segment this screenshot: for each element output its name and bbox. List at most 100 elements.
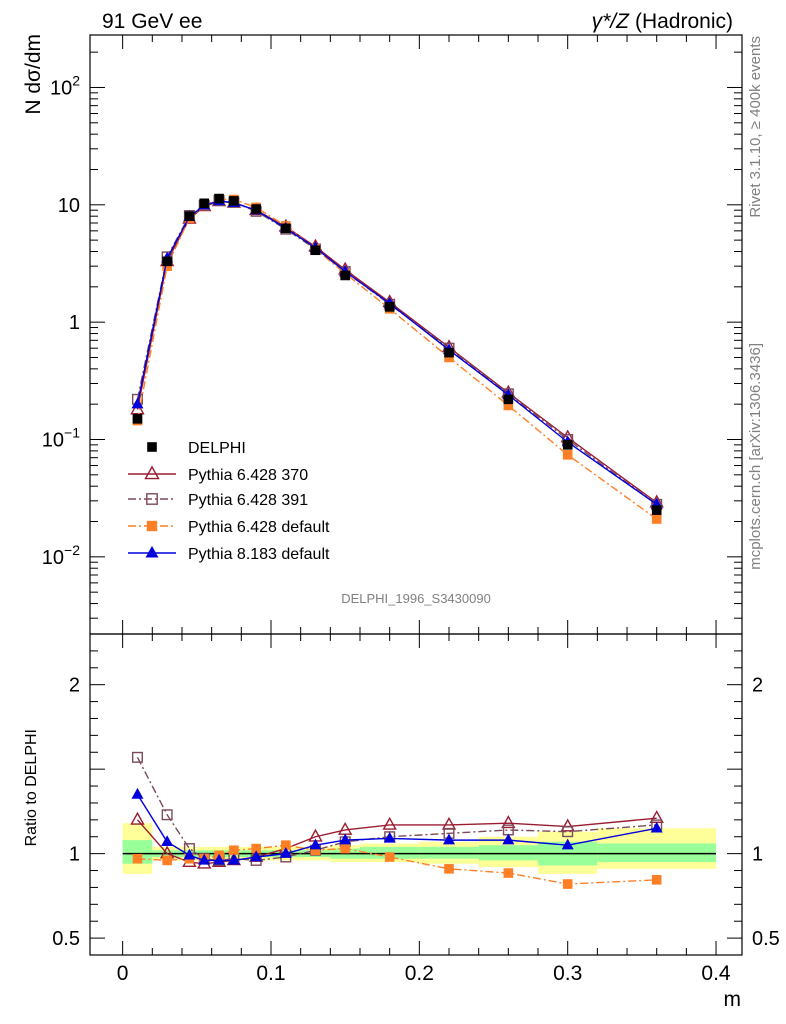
series-line [136,200,658,504]
uncertainty-band-inner [478,845,539,861]
main-frame [89,34,743,635]
ratio-y-tick-label: 0.5 [52,928,80,950]
ratio-point [198,853,211,865]
ratio-point [340,843,350,854]
ratio-point [183,848,196,860]
ratio-y-tick-label-right: 0.5 [752,928,780,950]
legend-marker [146,493,158,505]
ratio-point [443,833,456,845]
ratio-point [250,850,263,862]
x-axis-label: m [724,988,742,1011]
data-point [184,211,195,221]
ratio-point [130,811,145,825]
ratio-point [383,831,396,843]
legend-label: Pythia 6.428 370 [188,467,308,484]
ratio-y-axis-label: Ratio to DELPHI [23,729,40,846]
x-tick-label: 0.4 [701,962,731,985]
ratio-point [227,853,240,865]
data-point [132,414,143,424]
ratio-point [131,751,143,763]
ratio-point [562,879,573,889]
data-point [444,352,454,363]
ratio-point [132,853,143,864]
data-point [229,196,239,206]
data-point [384,302,395,312]
series-line [136,200,658,505]
ratio-point [309,838,322,850]
ratio-point [562,826,574,838]
y-tick-label: 102 [50,72,80,99]
ratio-frame [89,633,743,956]
legend-marker [144,465,160,480]
data-point [503,394,514,405]
uncertainty-band-inner [122,840,153,864]
header-right-text: (Hadronic) [635,10,733,33]
y-tick-label: 10−1 [42,424,80,451]
legend-marker [146,520,158,532]
side-text-bottom: mcplots.cern.ch [arXiv:1306.3436] [747,343,764,570]
header-right: γ*/Z (Hadronic) [592,10,733,33]
legend-marker [147,442,157,452]
analysis-id: DELPHI_1996_S3430090 [341,591,491,606]
ratio-point [561,838,574,850]
data-point [503,400,514,411]
x-tick-label: 0.3 [553,962,582,985]
main-panel: 102 10 1 10−1 10−2 [42,34,743,635]
data-point [444,347,454,358]
data-point [162,261,172,271]
ratio-point [339,833,352,845]
ratio-y-tick-label: 2 [69,675,80,697]
ratio-point [501,815,516,829]
ratio-point [444,864,454,874]
legend-marker [145,545,159,558]
header-right-symbol: γ*/Z [592,10,631,33]
uncertainty-band-inner [597,843,717,863]
side-text-top: Rivet 3.1.10, ≥ 400k events [747,36,764,218]
data-point [281,223,291,234]
data-point [651,505,662,515]
ratio-point [650,821,663,833]
ratio-point [441,816,457,830]
series-line [136,199,658,505]
ratio-point [651,875,662,885]
ratio-point [382,816,397,830]
data-point [562,450,573,460]
ratio-point [251,843,261,854]
data-point [562,440,573,450]
ratio-y-tick-label: 1 [69,844,80,866]
legend-label: DELPHI [188,440,246,457]
data-point [131,397,144,409]
ratio-point [337,821,353,835]
ratio-point [131,787,144,799]
y-tick-label: 10−2 [42,542,80,569]
legend: DELPHI Pythia 6.428 370 Pythia 6.428 391 Py… [128,440,330,563]
ratio-point [213,853,226,865]
ratio-point [279,847,292,858]
ratio-panel: 2 2 1 1 0.5 0.5 [52,633,780,956]
data-point [340,270,350,281]
data-point [310,245,321,256]
legend-label: Pythia 6.428 default [188,519,330,536]
ratio-point [384,852,395,862]
data-point [162,256,172,267]
data-point [199,198,210,209]
ratio-point [161,835,174,847]
ratio-point [162,855,172,866]
y-tick-label: 1 [69,312,80,334]
ratio-point [310,845,321,856]
ratio-point [560,818,575,832]
ratio-point [502,833,515,845]
main-y-axis-label: N dσ/dm [22,34,45,115]
data-point [251,204,261,214]
x-tick-label: 0.2 [405,962,434,985]
x-tick-label: 0 [117,962,129,985]
ratio-point [503,868,514,878]
uncertainty-band-inner [419,846,479,859]
data-point [214,193,224,204]
series-line [136,198,658,520]
ratio-y-tick-label-right: 2 [752,675,763,697]
x-tick-label: 0.1 [256,962,285,985]
y-tick-label: 10 [58,195,80,217]
legend-label: Pythia 6.428 391 [188,492,308,509]
